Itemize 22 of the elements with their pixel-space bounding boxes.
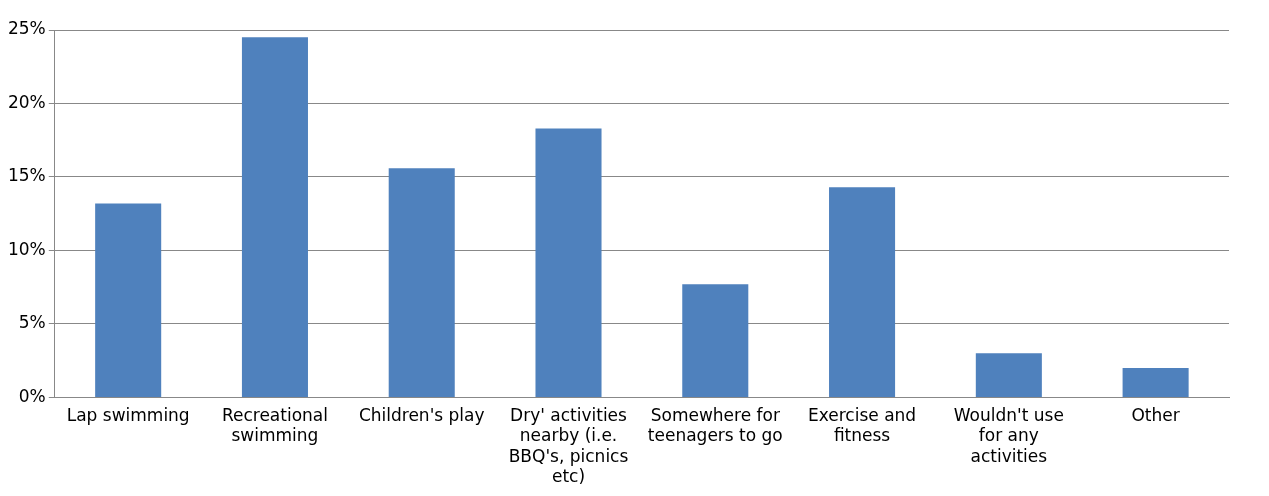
bar [388,168,455,397]
bar [1122,368,1189,397]
x-tick-label: Dry' activities nearby (i.e. BBQ's, picnics etc) [508,405,629,487]
y-tick-label: 0% [18,385,46,406]
x-tick-label: Exercise and fitness [807,405,917,446]
x-tick-label: Somewhere for teenagers to go [647,405,783,446]
bar [682,284,749,397]
x-tick-label: Children's play [358,405,485,426]
bar [535,128,602,397]
y-tick-label: 5% [18,312,46,333]
bar [241,37,308,397]
y-tick-label: 25% [7,18,46,39]
bar [829,187,896,397]
y-tick-label: 20% [7,91,46,112]
x-tick-label: Wouldn't use for any activities [953,405,1064,466]
bar [95,203,162,397]
x-tick-label: Lap swimming [66,405,190,426]
x-tick-label: Recreational swimming [221,405,328,446]
y-tick-label: 15% [7,165,46,186]
bar [975,353,1042,397]
x-tick-label: Other [1131,405,1180,426]
y-tick-label: 10% [7,238,46,259]
